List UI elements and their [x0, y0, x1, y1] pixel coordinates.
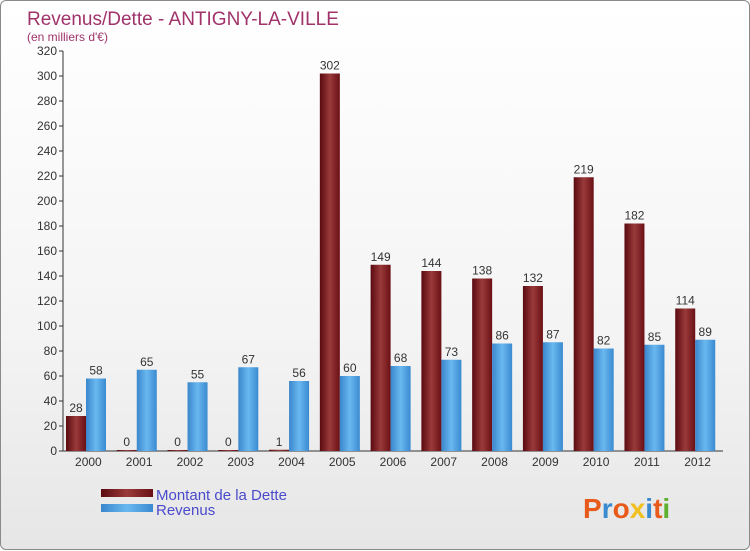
- legend-swatch-debt: [101, 489, 153, 497]
- data-label-revenus-2004: 56: [292, 366, 306, 380]
- data-label-debt-2011: 182: [624, 209, 644, 223]
- data-label-debt-2004: 1: [276, 435, 283, 449]
- data-label-debt-2012: 114: [676, 294, 695, 308]
- x-tick-label: 2011: [634, 455, 660, 469]
- bar-revenus-2003: [238, 367, 259, 451]
- bar-debt-2002: [167, 450, 188, 451]
- data-label-revenus-2003: 67: [242, 352, 256, 366]
- bar-debt-2011: [624, 223, 645, 451]
- legend: Montant de la Dette Revenus: [101, 487, 287, 519]
- x-tick-label: 2000: [75, 455, 102, 469]
- x-tick-label: 2006: [380, 455, 407, 469]
- bar-revenus-2001: [136, 369, 157, 451]
- bar-revenus-2011: [644, 344, 665, 451]
- data-label-debt-2002: 0: [174, 435, 181, 449]
- data-label-revenus-2007: 73: [445, 345, 459, 359]
- y-tick-label: 60: [44, 369, 58, 383]
- bar-debt-2003: [218, 450, 239, 451]
- y-tick-label: 320: [37, 44, 57, 58]
- y-tick-label: 240: [37, 144, 57, 158]
- data-label-debt-2001: 0: [123, 435, 130, 449]
- data-label-revenus-2011: 85: [648, 330, 662, 344]
- bar-revenus-2008: [492, 343, 513, 451]
- bar-revenus-2004: [289, 381, 310, 451]
- data-label-debt-2008: 138: [472, 264, 492, 278]
- bar-debt-2004: [269, 449, 290, 451]
- y-axis: 0 20 40 60 80 100 120 140 160 180 200 220 240 260 280 3…: [37, 44, 64, 458]
- bar-revenus-2009: [542, 342, 563, 451]
- y-tick-label: 300: [37, 69, 57, 83]
- x-tick-label: 2010: [583, 455, 610, 469]
- x-tick-label: 2008: [481, 455, 508, 469]
- bar-debt-2007: [421, 271, 442, 451]
- x-tick-label: 2002: [177, 455, 204, 469]
- y-tick-label: 200: [37, 194, 57, 208]
- bar-revenus-2000: [86, 378, 106, 451]
- data-label-revenus-2012: 89: [699, 325, 713, 339]
- bar-revenus-2002: [187, 382, 208, 451]
- data-label-debt-2000: 28: [69, 401, 83, 415]
- bar-revenus-2005: [339, 376, 360, 451]
- data-label-debt-2005: 302: [320, 59, 340, 73]
- y-tick-label: 80: [44, 344, 58, 358]
- data-label-debt-2010: 219: [574, 162, 594, 176]
- x-tick-label: 2009: [532, 455, 559, 469]
- bar-revenus-2010: [593, 348, 614, 451]
- bar-debt-2006: [370, 264, 391, 451]
- data-label-revenus-2002: 55: [191, 367, 205, 381]
- y-tick-label: 120: [37, 294, 57, 308]
- y-tick-label: 40: [44, 394, 58, 408]
- x-axis: 2000 2001 2002 2003 2004 2005 2006 2007 2008 2009…: [63, 450, 723, 469]
- x-tick-label: 2003: [227, 455, 254, 469]
- bar-debt-2005: [319, 73, 340, 451]
- logo-wordmark: Proxiti: [583, 493, 670, 524]
- data-label-revenus-2006: 68: [394, 351, 408, 365]
- data-label-debt-2003: 0: [225, 435, 232, 449]
- data-label-revenus-2000: 58: [89, 364, 103, 378]
- bars: 28 58 0 65 0 55 0 67 1 56 302 60 149 68 144 73 138 86 132 8…: [66, 59, 716, 451]
- legend-label-debt: Montant de la Dette: [156, 487, 287, 504]
- y-tick-label: 220: [37, 169, 57, 183]
- bar-debt-2001: [116, 450, 137, 451]
- y-tick-label: 280: [37, 94, 57, 108]
- x-tick-label: 2012: [684, 455, 711, 469]
- legend-swatch-revenus: [101, 504, 153, 512]
- y-tick-label: 260: [37, 119, 57, 133]
- data-label-revenus-2009: 87: [546, 327, 560, 341]
- x-tick-label: 2007: [430, 455, 457, 469]
- data-label-revenus-2008: 86: [495, 329, 509, 343]
- x-tick-label: 2001: [126, 455, 153, 469]
- y-tick-label: 180: [37, 219, 57, 233]
- data-label-revenus-2010: 82: [597, 334, 611, 348]
- data-label-revenus-2001: 65: [140, 355, 154, 369]
- proxiti-logo: Proxiti: [583, 493, 670, 524]
- x-tick-label: 2004: [278, 455, 305, 469]
- data-label-debt-2007: 144: [421, 256, 441, 270]
- y-tick-label: 140: [37, 269, 57, 283]
- bar-revenus-2006: [390, 366, 411, 451]
- legend-label-revenus: Revenus: [156, 502, 215, 519]
- data-label-revenus-2005: 60: [343, 361, 357, 375]
- bar-debt-2012: [675, 308, 696, 451]
- bar-debt-2010: [573, 177, 594, 451]
- bar-debt-2009: [522, 286, 543, 451]
- data-label-debt-2009: 132: [523, 271, 543, 285]
- data-label-debt-2006: 149: [371, 250, 391, 264]
- chart-subtitle: (en milliers d'€): [27, 30, 108, 44]
- bar-revenus-2012: [695, 339, 716, 451]
- x-tick-label: 2005: [329, 455, 356, 469]
- chart-title: Revenus/Dette - ANTIGNY-LA-VILLE: [27, 9, 339, 30]
- y-tick-label: 160: [37, 244, 57, 258]
- y-tick-label: 0: [50, 444, 57, 458]
- bar-revenus-2007: [441, 359, 462, 451]
- y-tick-label: 100: [37, 319, 57, 333]
- bar-debt-2000: [66, 416, 86, 451]
- y-tick-label: 20: [44, 419, 58, 433]
- bar-debt-2008: [472, 278, 493, 451]
